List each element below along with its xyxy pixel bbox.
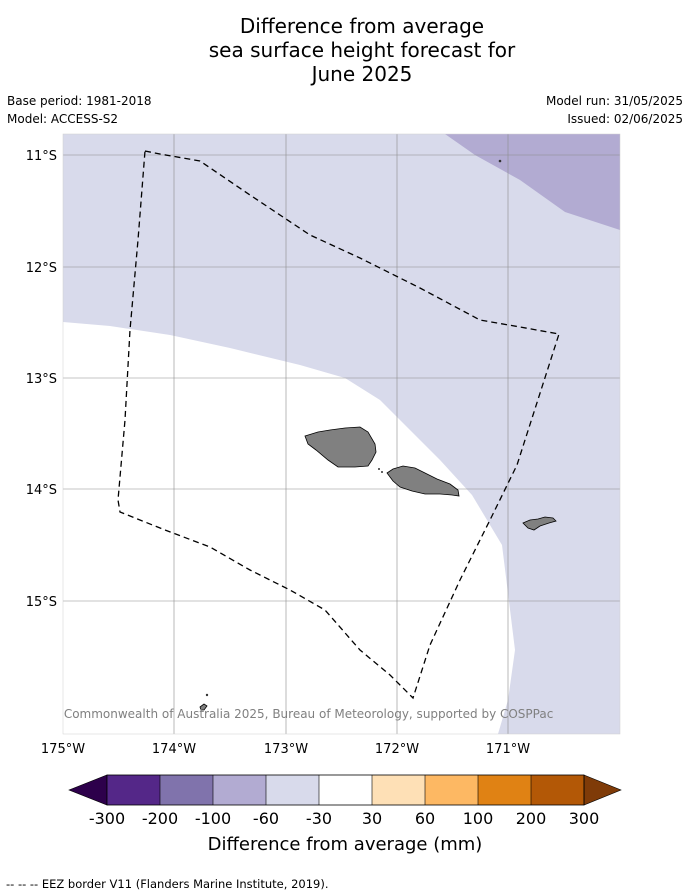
colorbar-extend-low: [68, 774, 108, 806]
islet-southwest: [205, 693, 209, 697]
colorbar-outline: [106, 774, 585, 806]
lat-label-14: 14°S: [26, 483, 57, 498]
island-small-southwest: [199, 703, 208, 711]
islet-apolima: [378, 468, 380, 470]
graticule: [63, 134, 620, 734]
copyright-text: © Commonwealth of Australia 2025, Bureau…: [48, 707, 553, 721]
colorbar-tick-2: -200: [142, 809, 178, 828]
colorbar-tick-1: -300: [89, 809, 125, 828]
anomaly-region-100-60: [445, 134, 620, 230]
anomaly-region-60-30: [63, 134, 620, 734]
map-panel: © Commonwealth of Australia 2025, Bureau…: [48, 134, 620, 734]
colorbar-tick-5: -30: [306, 809, 332, 828]
colorbar-tick-4: -60: [253, 809, 279, 828]
colorbar-title: Difference from average (mm): [208, 834, 483, 855]
colorbar-tick-9: 200: [516, 809, 547, 828]
lat-label-12: 12°S: [26, 261, 57, 276]
colorbar-tick-8: 100: [463, 809, 494, 828]
colorbar: [68, 774, 622, 806]
model-run: Model run: 31/05/2025: [545, 94, 683, 108]
lon-label-175: 175°W: [41, 742, 85, 757]
islet-manono: [381, 471, 383, 473]
title-line-1: Difference from average: [239, 14, 485, 38]
colorbar-extend-high: [583, 774, 622, 806]
base-period: Base period: 1981-2018: [7, 94, 152, 108]
islet-swains: [498, 159, 502, 163]
lat-label-15: 15°S: [26, 595, 57, 610]
lon-label-173: 173°W: [264, 742, 308, 757]
lon-label-172: 172°W: [375, 742, 419, 757]
lat-label-11: 11°S: [26, 149, 57, 164]
colorbar-tick-3: -100: [195, 809, 231, 828]
issued-date: Issued: 02/06/2025: [567, 112, 683, 126]
colorbar-tick-6: 30: [362, 809, 382, 828]
colorbar-tick-7: 60: [415, 809, 435, 828]
lon-label-171: 171°W: [486, 742, 530, 757]
colorbar-segment-5: [319, 775, 372, 805]
lon-label-174: 174°W: [152, 742, 196, 757]
island-savaii: [304, 426, 377, 468]
lat-label-13: 13°S: [26, 372, 57, 387]
map-frame: [62, 133, 621, 735]
eez-border: [117, 150, 560, 700]
eez-footnote: -- -- -- EEZ border V11 (Flanders Marine…: [6, 877, 329, 891]
island-tutuila: [522, 516, 557, 531]
colorbar-segment-1: [107, 775, 160, 805]
map-title: Difference from average sea surface heig…: [0, 14, 690, 86]
colorbar-segment-7: [425, 775, 478, 805]
colorbar-segment-4: [266, 775, 319, 805]
colorbar-segment-3: [213, 775, 266, 805]
colorbar-segment-8: [478, 775, 531, 805]
model-name: Model: ACCESS-S2: [7, 112, 119, 126]
title-line-2: sea surface height forecast for: [208, 38, 516, 62]
island-upolu: [386, 465, 460, 497]
title-line-3: June 2025: [311, 62, 413, 86]
map-figure: © Commonwealth of Australia 2025, Bureau…: [26, 133, 622, 855]
colorbar-tick-10: 300: [569, 809, 600, 828]
colorbar-segment-2: [160, 775, 213, 805]
colorbar-segment-9: [531, 775, 584, 805]
colorbar-segment-6: [372, 775, 425, 805]
